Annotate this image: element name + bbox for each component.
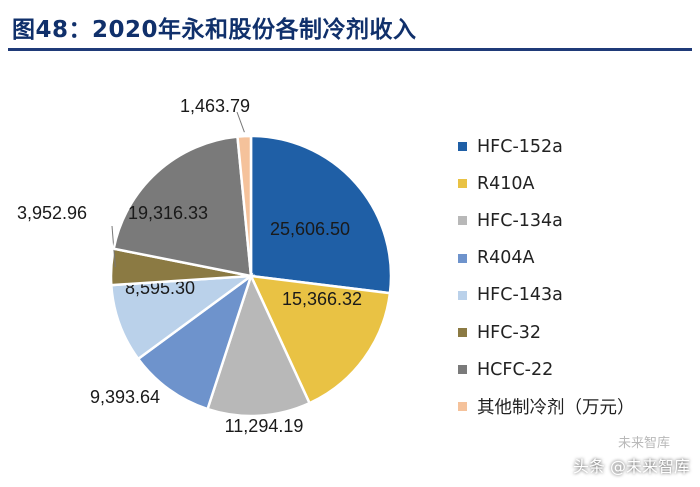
- pie-slice-4: [136, 272, 254, 411]
- legend-swatch-6: [458, 328, 467, 338]
- legend-label-4: R404A: [477, 248, 535, 269]
- pie-slice-5: [109, 274, 256, 361]
- legend-swatch-4: [458, 253, 467, 263]
- legend: HFC-152a R410A HFC-134a R404A HFC-143a HFC-32…: [458, 128, 688, 426]
- legend-swatch-2: [458, 179, 467, 189]
- legend-swatch-1: [458, 142, 467, 152]
- legend-label-7: HCFC-22: [477, 359, 554, 380]
- data-label-6: 3,952.96: [17, 203, 87, 223]
- data-label-3: 11,294.19: [225, 416, 304, 436]
- legend-item-3: HFC-134a: [458, 202, 688, 239]
- legend-label-8: 其他制冷剂（万元）: [477, 398, 635, 419]
- title-bar: 图48：2020年永和股份各制冷剂收入: [0, 0, 700, 58]
- legend-label-3: HFC-134a: [477, 210, 563, 231]
- data-label-8: 1,463.79: [180, 96, 250, 116]
- legend-item-7: HCFC-22: [458, 351, 688, 388]
- watermark-top: 未来智库: [617, 436, 670, 451]
- legend-label-1: HFC-152a: [477, 136, 563, 157]
- data-label-4: 9,393.64: [90, 387, 160, 407]
- title-underline: [8, 48, 692, 51]
- legend-item-5: HFC-143a: [458, 277, 688, 314]
- data-label-1: 25,606.50: [270, 219, 350, 239]
- pie-slice-2: [248, 274, 392, 405]
- legend-item-8: 其他制冷剂（万元）: [458, 388, 688, 425]
- legend-label-6: HFC-32: [477, 322, 542, 343]
- legend-item-1: HFC-152a: [458, 128, 688, 165]
- data-label-7: 19,316.33: [128, 203, 208, 223]
- chart-title: 图48：2020年永和股份各制冷剂收入: [12, 17, 417, 43]
- watermark: 头条 @未来智库: [572, 457, 690, 476]
- legend-swatch-3: [458, 216, 467, 226]
- pie-slice-1: [249, 134, 393, 295]
- legend-swatch-7: [458, 365, 467, 375]
- legend-item-2: R410A: [458, 165, 688, 202]
- legend-swatch-8: [458, 402, 467, 412]
- leader-line-8: [236, 111, 245, 133]
- legend-label-2: R410A: [477, 173, 535, 194]
- data-label-2: 15,366.32: [282, 289, 362, 309]
- legend-label-5: HFC-143a: [477, 285, 563, 306]
- legend-swatch-5: [458, 290, 467, 300]
- pie-slice-3: [205, 272, 312, 418]
- legend-item-6: HFC-32: [458, 314, 688, 351]
- pie-slice-7: [112, 135, 253, 278]
- legend-item-4: R404A: [458, 240, 688, 277]
- pie-slice-8: [236, 134, 253, 277]
